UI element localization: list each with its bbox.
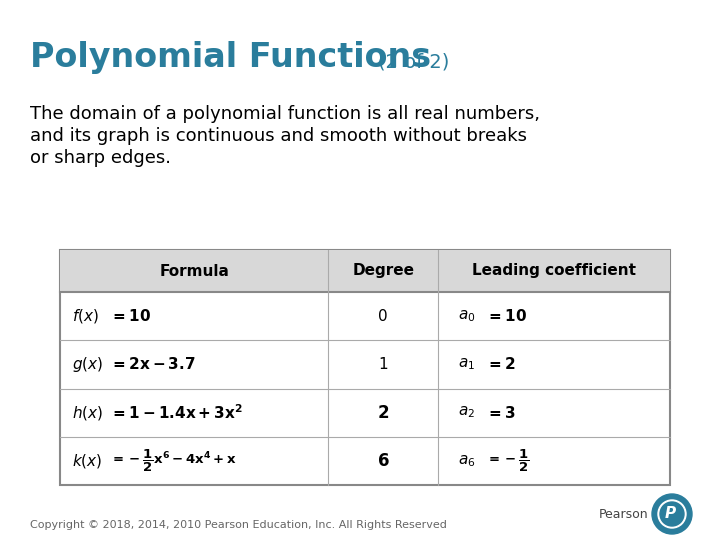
Text: The domain of a polynomial function is all real numbers,: The domain of a polynomial function is a…: [30, 105, 540, 123]
Circle shape: [658, 500, 686, 528]
Text: $\mathbf{2}$: $\mathbf{2}$: [377, 403, 390, 422]
Text: $\mathbf{= 10}$: $\mathbf{= 10}$: [486, 308, 528, 324]
Text: 0: 0: [379, 309, 388, 323]
Text: or sharp edges.: or sharp edges.: [30, 149, 171, 167]
Text: (2 of 2): (2 of 2): [378, 52, 449, 71]
Bar: [60, 250, 670, 485]
Text: $\it{k(x)}$: $\it{k(x)}$: [72, 452, 102, 470]
Bar: [60, 250, 670, 292]
Text: Pearson: Pearson: [598, 508, 648, 521]
Text: Copyright © 2018, 2014, 2010 Pearson Education, Inc. All Rights Reserved: Copyright © 2018, 2014, 2010 Pearson Edu…: [30, 520, 447, 530]
Text: and its graph is continuous and smooth without breaks: and its graph is continuous and smooth w…: [30, 127, 527, 145]
Text: $\mathbf{= 10}$: $\mathbf{= 10}$: [110, 308, 151, 324]
Text: $\mathbf{6}$: $\mathbf{6}$: [377, 452, 390, 470]
Circle shape: [652, 494, 692, 534]
Circle shape: [660, 502, 684, 526]
Text: $\it{a}_{2}$: $\it{a}_{2}$: [458, 405, 475, 421]
Text: Leading coefficient: Leading coefficient: [472, 264, 636, 279]
Text: $\mathbf{= 3}$: $\mathbf{= 3}$: [486, 404, 516, 421]
Text: $\it{g(x)}$: $\it{g(x)}$: [72, 355, 103, 374]
Text: $\it{f(x)}$: $\it{f(x)}$: [72, 307, 99, 325]
Text: $\mathbf{= 1 - 1.4x + 3x^{2}}$: $\mathbf{= 1 - 1.4x + 3x^{2}}$: [110, 403, 243, 422]
Text: $\mathbf{= -\dfrac{1}{2}x^{6} - 4x^{4} + x}$: $\mathbf{= -\dfrac{1}{2}x^{6} - 4x^{4} +…: [110, 448, 236, 474]
Text: Polynomial Functions: Polynomial Functions: [30, 42, 431, 75]
Text: $\it{a}_{1}$: $\it{a}_{1}$: [458, 356, 475, 372]
Text: 1: 1: [379, 357, 388, 372]
Text: $\it{h(x)}$: $\it{h(x)}$: [72, 403, 103, 422]
Text: $\it{a}_{0}$: $\it{a}_{0}$: [458, 308, 476, 324]
Text: Formula: Formula: [159, 264, 229, 279]
Text: Degree: Degree: [352, 264, 414, 279]
Text: $\mathbf{= 2x - 3.7}$: $\mathbf{= 2x - 3.7}$: [110, 356, 196, 373]
Text: P: P: [665, 507, 675, 522]
Text: $\it{a}_{6}$: $\it{a}_{6}$: [458, 453, 476, 469]
Text: $\mathbf{= 2}$: $\mathbf{= 2}$: [486, 356, 516, 373]
Text: $\mathbf{= -\dfrac{1}{2}}$: $\mathbf{= -\dfrac{1}{2}}$: [486, 448, 530, 474]
